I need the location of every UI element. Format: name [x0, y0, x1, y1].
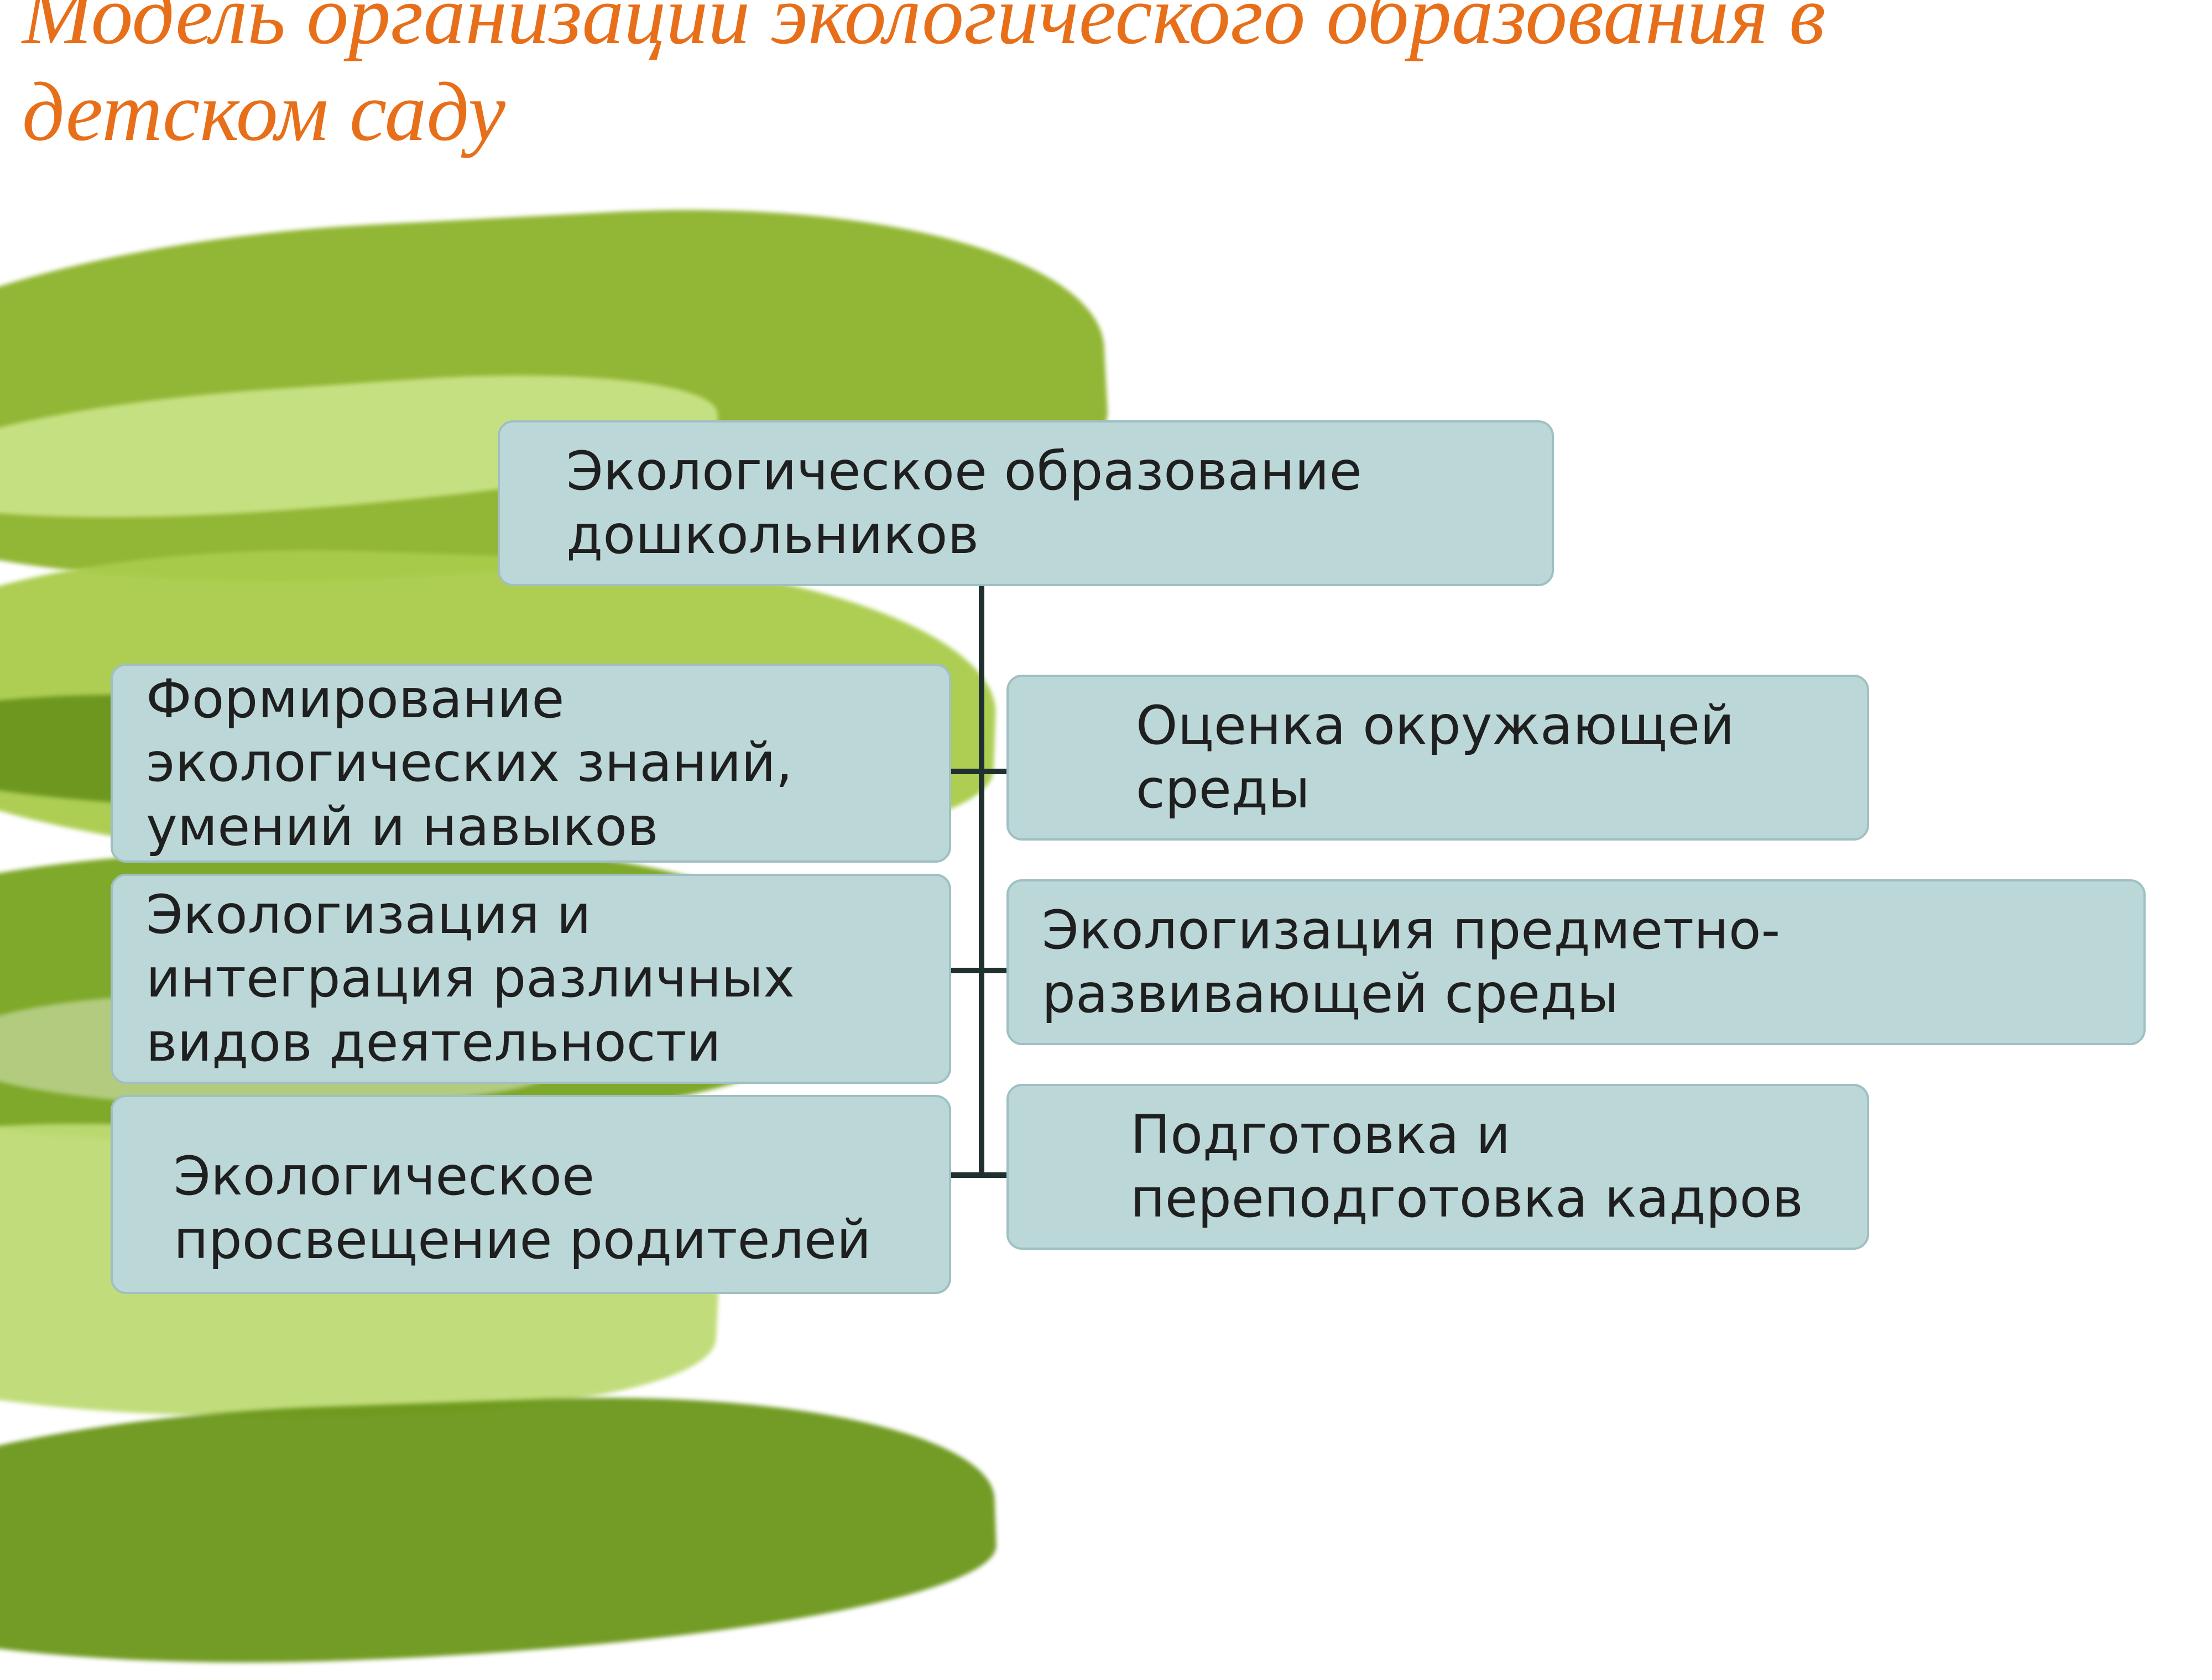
- node-left-0: Формирование экологических знаний, умени…: [111, 664, 951, 863]
- node-left-1-label: Экологизация и интеграция различных видо…: [146, 883, 916, 1074]
- node-left-0-label: Формирование экологических знаний, умени…: [146, 667, 916, 859]
- node-right-2: Подготовка и переподготовка кадров: [1006, 1084, 1869, 1250]
- node-right-0: Оценка окружающей среды: [1006, 675, 1869, 841]
- node-right-1: Экологизация предметно-развивающей среды: [1006, 879, 2146, 1045]
- node-left-1: Экологизация и интеграция различных видо…: [111, 874, 951, 1084]
- node-root-label: Экологическое образование дошкольников: [566, 440, 1519, 567]
- connector-vertical: [979, 586, 984, 1178]
- connector-horizontal: [951, 1172, 1006, 1178]
- node-right-2-label: Подготовка и переподготовка кадров: [1130, 1103, 1834, 1230]
- node-right-0-label: Оценка окружающей среды: [1136, 694, 1834, 821]
- connector-horizontal: [951, 769, 1006, 774]
- connector-horizontal: [951, 968, 1006, 973]
- node-right-1-label: Экологизация предметно-развивающей среды: [1042, 899, 2110, 1026]
- node-left-2-label: Экологическое просвещение родителей: [174, 1145, 916, 1272]
- node-left-2: Экологическое просвещение родителей: [111, 1095, 951, 1294]
- slide-title: Модель организации экологического образо…: [22, 0, 2124, 160]
- node-root: Экологическое образование дошкольников: [498, 420, 1554, 586]
